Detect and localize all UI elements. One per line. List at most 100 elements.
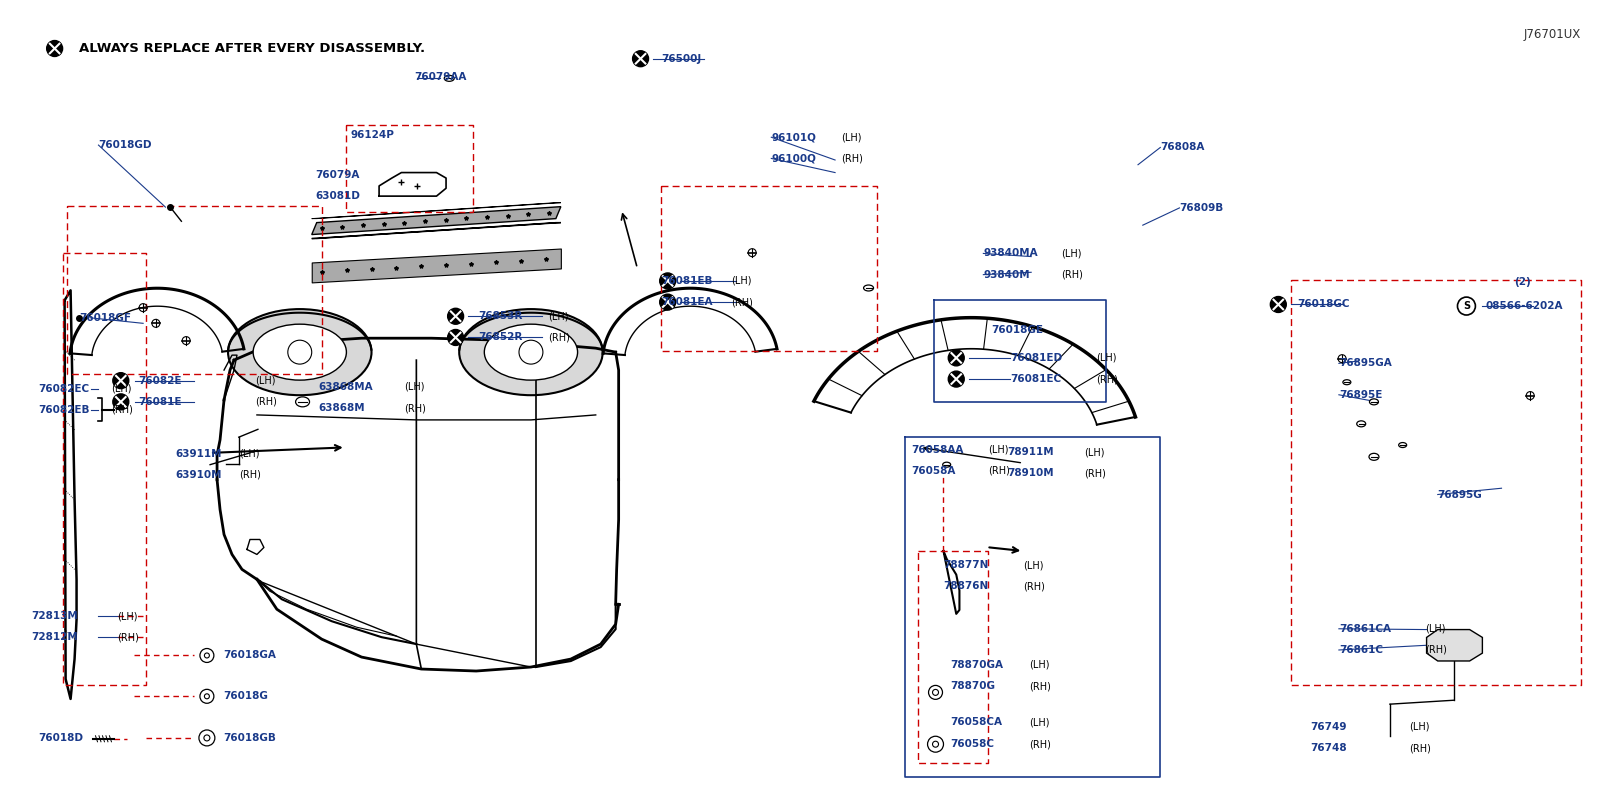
Circle shape bbox=[205, 693, 210, 699]
Text: 76808A: 76808A bbox=[1160, 143, 1205, 152]
Text: 78870G: 78870G bbox=[950, 681, 995, 691]
Text: (LH): (LH) bbox=[1029, 660, 1050, 670]
Text: ALWAYS REPLACE AFTER EVERY DISASSEMBLY.: ALWAYS REPLACE AFTER EVERY DISASSEMBLY. bbox=[80, 42, 426, 55]
Text: 76018D: 76018D bbox=[38, 733, 83, 743]
Circle shape bbox=[288, 340, 312, 364]
Text: 76018GA: 76018GA bbox=[222, 650, 275, 660]
Text: 76895GA: 76895GA bbox=[1339, 359, 1392, 368]
Text: 76895E: 76895E bbox=[1339, 390, 1382, 400]
Text: 76058CA: 76058CA bbox=[950, 717, 1002, 727]
Text: 76895G: 76895G bbox=[1438, 489, 1483, 500]
Circle shape bbox=[933, 690, 939, 695]
Polygon shape bbox=[312, 222, 562, 239]
Text: 76018GE: 76018GE bbox=[992, 325, 1043, 335]
Text: 72812M: 72812M bbox=[32, 633, 78, 642]
Text: 76018GF: 76018GF bbox=[80, 313, 131, 323]
Circle shape bbox=[928, 686, 942, 700]
Text: 78910M: 78910M bbox=[1008, 468, 1054, 478]
Text: S: S bbox=[1462, 301, 1470, 311]
Text: (LH): (LH) bbox=[549, 311, 568, 322]
Text: (RH): (RH) bbox=[549, 333, 570, 343]
Text: 76081EC: 76081EC bbox=[1011, 374, 1061, 384]
Text: 76081EB: 76081EB bbox=[661, 276, 712, 286]
Circle shape bbox=[632, 50, 648, 67]
Text: 76082EC: 76082EC bbox=[38, 384, 90, 393]
Text: (LH): (LH) bbox=[842, 132, 862, 142]
Text: 76058A: 76058A bbox=[912, 466, 955, 476]
Text: 76081EA: 76081EA bbox=[661, 297, 712, 307]
Text: (RH): (RH) bbox=[254, 397, 277, 407]
Ellipse shape bbox=[253, 324, 347, 380]
Text: 76079A: 76079A bbox=[315, 170, 360, 180]
Text: 76081ED: 76081ED bbox=[1011, 353, 1062, 363]
Text: (LH): (LH) bbox=[1096, 353, 1117, 363]
Text: (2): (2) bbox=[1514, 277, 1531, 288]
Circle shape bbox=[518, 340, 542, 364]
Text: 63911M: 63911M bbox=[174, 448, 221, 459]
Text: (RH): (RH) bbox=[989, 466, 1010, 476]
Text: 76082E: 76082E bbox=[138, 376, 182, 385]
Circle shape bbox=[949, 350, 965, 366]
Text: 76018GB: 76018GB bbox=[222, 733, 275, 743]
Text: 76018G: 76018G bbox=[222, 691, 267, 701]
Text: (RH): (RH) bbox=[118, 633, 139, 642]
Text: (LH): (LH) bbox=[405, 382, 426, 392]
Circle shape bbox=[1458, 297, 1475, 315]
Text: 76079AA: 76079AA bbox=[414, 72, 467, 82]
Text: (LH): (LH) bbox=[238, 448, 259, 459]
Circle shape bbox=[933, 742, 939, 747]
Text: 76018GC: 76018GC bbox=[1298, 299, 1350, 310]
Text: 63868M: 63868M bbox=[318, 403, 365, 413]
Text: 76852R: 76852R bbox=[478, 333, 522, 343]
Text: (RH): (RH) bbox=[405, 403, 427, 413]
Polygon shape bbox=[1427, 630, 1482, 661]
Circle shape bbox=[114, 373, 128, 388]
Text: 76500J: 76500J bbox=[661, 54, 701, 64]
Text: 76853R: 76853R bbox=[478, 311, 522, 322]
Circle shape bbox=[200, 690, 214, 703]
Text: (LH): (LH) bbox=[1061, 248, 1082, 258]
Text: 93840MA: 93840MA bbox=[984, 248, 1038, 258]
Text: 78877N: 78877N bbox=[944, 560, 989, 571]
Text: (LH): (LH) bbox=[731, 276, 752, 286]
Text: (RH): (RH) bbox=[112, 405, 133, 414]
Circle shape bbox=[203, 735, 210, 741]
Circle shape bbox=[198, 730, 214, 746]
Circle shape bbox=[448, 329, 464, 345]
Text: 78911M: 78911M bbox=[1008, 447, 1054, 457]
Text: 76058AA: 76058AA bbox=[912, 444, 963, 455]
Text: (LH): (LH) bbox=[1024, 560, 1043, 571]
Text: 96100Q: 96100Q bbox=[771, 154, 816, 163]
Text: 76018GD: 76018GD bbox=[99, 140, 152, 150]
Text: 76861C: 76861C bbox=[1339, 645, 1382, 655]
Circle shape bbox=[659, 273, 675, 289]
Text: (RH): (RH) bbox=[1426, 645, 1446, 655]
Text: (RH): (RH) bbox=[842, 154, 864, 163]
Text: 76748: 76748 bbox=[1310, 743, 1347, 753]
Text: (LH): (LH) bbox=[989, 444, 1008, 455]
Ellipse shape bbox=[485, 324, 578, 380]
Text: (RH): (RH) bbox=[1029, 739, 1051, 749]
Polygon shape bbox=[312, 206, 562, 235]
Text: (RH): (RH) bbox=[1061, 269, 1083, 280]
Text: (RH): (RH) bbox=[1029, 681, 1051, 691]
Ellipse shape bbox=[1370, 399, 1379, 405]
Circle shape bbox=[200, 649, 214, 663]
Text: J76701UX: J76701UX bbox=[1523, 28, 1581, 41]
Text: (RH): (RH) bbox=[1096, 374, 1118, 384]
Text: 93840M: 93840M bbox=[984, 269, 1030, 280]
Text: 76082EB: 76082EB bbox=[38, 405, 90, 414]
Ellipse shape bbox=[942, 463, 950, 467]
Text: (LH): (LH) bbox=[254, 376, 275, 385]
Circle shape bbox=[114, 394, 128, 410]
Ellipse shape bbox=[296, 397, 309, 407]
Circle shape bbox=[1270, 296, 1286, 313]
Text: 78870GA: 78870GA bbox=[950, 660, 1003, 670]
Text: (RH): (RH) bbox=[731, 297, 754, 307]
Text: 63910M: 63910M bbox=[174, 470, 221, 480]
Text: 96101Q: 96101Q bbox=[771, 132, 816, 142]
Text: (RH): (RH) bbox=[1083, 468, 1106, 478]
Ellipse shape bbox=[229, 309, 371, 396]
Ellipse shape bbox=[1370, 453, 1379, 460]
Text: 96124P: 96124P bbox=[350, 130, 394, 140]
